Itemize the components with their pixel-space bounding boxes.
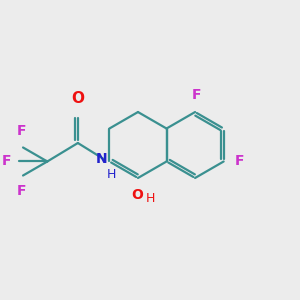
Text: H: H [107,169,116,182]
Text: F: F [235,154,244,169]
Text: O: O [131,188,143,202]
Text: H: H [146,192,155,205]
Text: F: F [191,88,201,102]
Text: O: O [71,91,84,106]
Text: F: F [16,184,26,199]
Text: F: F [16,124,26,139]
Text: F: F [2,154,11,169]
Text: N: N [96,152,107,167]
